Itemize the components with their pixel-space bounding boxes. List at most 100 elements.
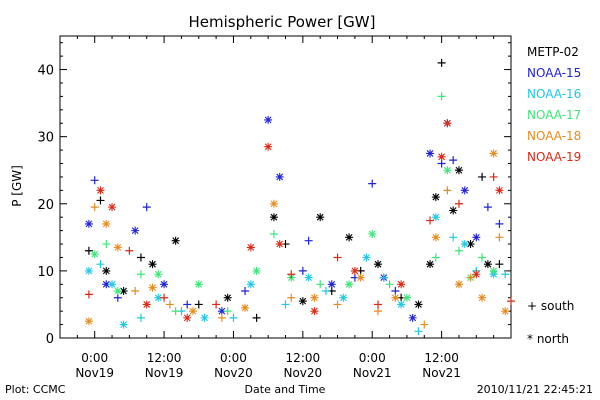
- point-south: [454, 246, 463, 255]
- series-noaa-19: [84, 119, 515, 322]
- point-south: [171, 307, 180, 316]
- point-north: [90, 250, 99, 259]
- point-south: [426, 216, 435, 225]
- point-north: [431, 233, 440, 242]
- point-south: [507, 297, 515, 306]
- point-south: [495, 233, 504, 242]
- point-south: [333, 300, 342, 309]
- point-north: [84, 219, 93, 228]
- legend: METP-02 NOAA-15 NOAA-16 NOAA-17 NOAA-18 NOAA-…: [527, 45, 581, 346]
- point-north: [275, 240, 284, 249]
- point-north: [108, 280, 117, 289]
- point-north: [489, 149, 498, 158]
- point-north: [113, 243, 122, 252]
- point-north: [269, 213, 278, 222]
- point-north: [443, 166, 452, 175]
- point-south: [136, 253, 145, 262]
- point-south: [165, 300, 174, 309]
- point-north: [223, 293, 232, 302]
- point-south: [287, 270, 296, 279]
- point-south: [374, 307, 383, 316]
- point-south: [84, 290, 93, 299]
- point-north: [194, 280, 203, 289]
- point-south: [136, 313, 145, 322]
- point-north: [154, 293, 163, 302]
- point-north: [362, 253, 371, 262]
- chart-title: Hemispheric Power [GW]: [189, 13, 376, 31]
- point-north: [472, 270, 481, 279]
- point-north: [275, 172, 284, 181]
- point-south: [96, 260, 105, 269]
- point-north: [466, 240, 475, 249]
- point-south: [102, 240, 111, 249]
- point-north: [310, 307, 319, 316]
- point-north: [119, 320, 128, 329]
- point-south: [420, 320, 429, 329]
- x-tick-date-label: Nov21: [353, 366, 392, 380]
- legend-entry: NOAA-19: [527, 150, 581, 164]
- point-north: [431, 213, 440, 222]
- point-south: [501, 270, 510, 279]
- legend-marker-north: * north: [527, 332, 569, 346]
- point-south: [333, 253, 342, 262]
- point-south: [495, 219, 504, 228]
- point-south: [223, 307, 232, 316]
- point-north: [154, 270, 163, 279]
- legend-entry: METP-02: [527, 45, 579, 59]
- x-tick-time-label: 0:00: [359, 351, 386, 365]
- point-north: [298, 297, 307, 306]
- point-south: [466, 273, 475, 282]
- x-tick-time-label: 12:00: [286, 351, 321, 365]
- x-tick-date-label: Nov20: [283, 366, 322, 380]
- point-south: [478, 172, 487, 181]
- point-north: [397, 280, 406, 289]
- point-north: [119, 287, 128, 296]
- point-north: [108, 203, 117, 212]
- legend-marker-south: + south: [527, 299, 574, 313]
- point-south: [287, 293, 296, 302]
- series-noaa-15: [84, 115, 504, 322]
- point-north: [391, 293, 400, 302]
- point-south: [437, 58, 446, 67]
- point-north: [241, 303, 250, 312]
- legend-entry: NOAA-17: [527, 108, 581, 122]
- point-south: [437, 92, 446, 101]
- point-north: [414, 300, 423, 309]
- point-north: [454, 280, 463, 289]
- point-south: [478, 253, 487, 262]
- y-tick-label: 40: [37, 64, 54, 79]
- y-tick-label: 0: [46, 332, 54, 347]
- point-south: [194, 300, 203, 309]
- point-north: [148, 283, 157, 292]
- point-north: [310, 293, 319, 302]
- y-tick-label: 30: [37, 131, 54, 146]
- point-south: [368, 179, 377, 188]
- point-north: [131, 226, 140, 235]
- point-north: [460, 240, 469, 249]
- x-tick-date-label: Nov20: [214, 366, 253, 380]
- footer-timestamp: 2010/11/21 22:45:21: [477, 383, 593, 396]
- point-south: [495, 260, 504, 269]
- point-south: [183, 300, 192, 309]
- x-tick-time-label: 12:00: [424, 351, 459, 365]
- point-north: [495, 186, 504, 195]
- x-tick-date-label: Nov19: [75, 366, 114, 380]
- point-north: [84, 317, 93, 326]
- point-north: [148, 260, 157, 269]
- x-tick-time-label: 0:00: [220, 351, 247, 365]
- point-south: [142, 203, 151, 212]
- point-north: [96, 186, 105, 195]
- point-north: [454, 166, 463, 175]
- x-tick-date-label: Nov21: [422, 366, 461, 380]
- point-north: [327, 280, 336, 289]
- point-south: [281, 300, 290, 309]
- point-north: [345, 280, 354, 289]
- point-south: [90, 176, 99, 185]
- series-noaa-17: [90, 92, 498, 316]
- point-north: [426, 149, 435, 158]
- y-tick-label: 10: [37, 265, 54, 280]
- point-south: [252, 313, 261, 322]
- point-south: [212, 300, 221, 309]
- legend-entry: NOAA-18: [527, 129, 581, 143]
